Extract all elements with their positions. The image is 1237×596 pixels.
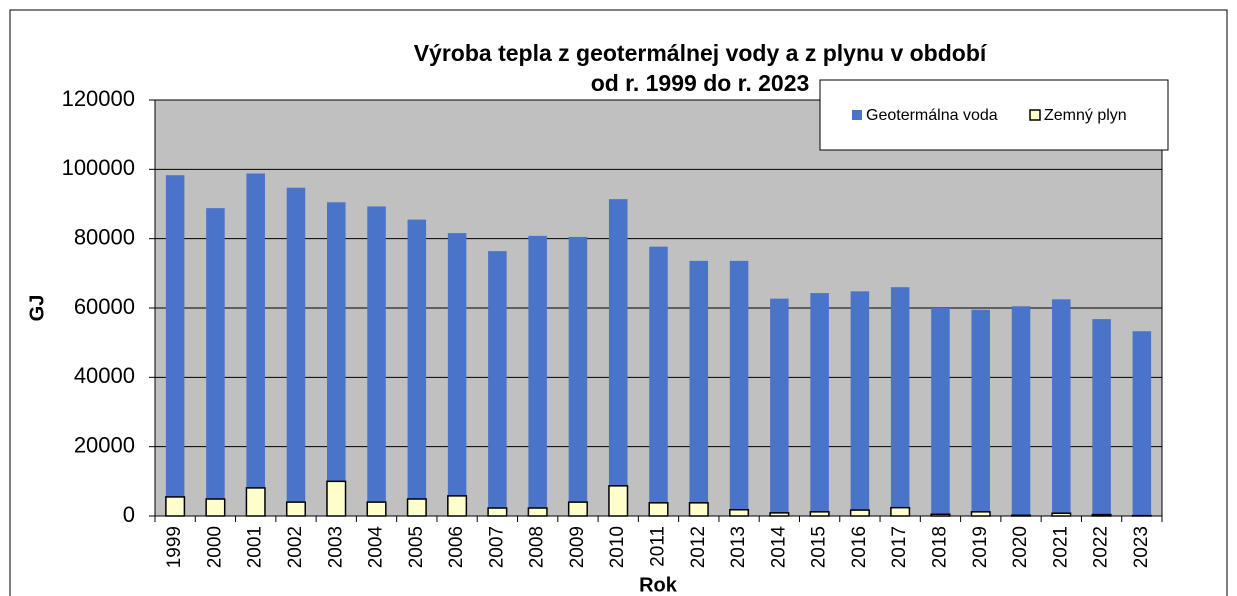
bar [527, 507, 548, 517]
bar [648, 502, 669, 517]
bar [688, 502, 709, 517]
y-tick-label: 120000 [62, 86, 135, 111]
bar [1011, 306, 1031, 516]
x-tick-label: 2003 [325, 526, 346, 568]
bar [970, 511, 991, 517]
bar [488, 251, 507, 516]
bar [367, 206, 386, 516]
x-tick-label: 2009 [567, 526, 588, 568]
x-tick-label: 2022 [1091, 526, 1112, 568]
x-tick-label: 2020 [1010, 526, 1031, 568]
bar [770, 298, 789, 516]
bar [890, 506, 911, 517]
bar [809, 511, 830, 517]
y-tick-label: 80000 [74, 224, 135, 249]
bar [849, 509, 870, 517]
bar [165, 496, 186, 517]
legend-swatch [1029, 109, 1041, 121]
bar [326, 202, 346, 516]
x-tick-label: 2012 [688, 526, 709, 568]
bar [608, 199, 628, 516]
bar [245, 487, 266, 517]
x-tick-label: 2021 [1050, 526, 1071, 568]
bar [890, 287, 910, 516]
bar [689, 260, 709, 516]
bar [1092, 319, 1111, 516]
bar [608, 485, 629, 517]
bar [971, 309, 991, 516]
bar [246, 173, 265, 516]
x-tick-label: 2001 [245, 526, 266, 568]
bar [810, 293, 829, 516]
bar [729, 509, 750, 517]
bar [366, 501, 387, 517]
x-tick-label: 2008 [527, 526, 548, 568]
x-tick-label: 2006 [446, 526, 467, 568]
x-tick-label: 2013 [728, 526, 749, 568]
y-tick-label: 100000 [62, 155, 135, 180]
bar [649, 246, 668, 516]
x-tick-label: 2010 [607, 526, 628, 568]
bar [447, 495, 468, 517]
x-tick-label: 2011 [648, 526, 669, 567]
bar [850, 291, 870, 516]
bar [407, 219, 427, 516]
bar [487, 507, 508, 517]
x-tick-label: 2007 [486, 526, 507, 568]
chart-title: od r. 1999 do r. 2023 [591, 70, 810, 96]
legend-label: Geotermálna voda [866, 107, 998, 124]
bar [931, 308, 950, 516]
x-tick-label: 2018 [929, 526, 950, 568]
legend-box [819, 79, 1169, 151]
chart-title: Výroba tepla z geotermálnej vody a z ply… [414, 40, 988, 66]
bar [729, 260, 749, 516]
x-tick-label: 2016 [849, 526, 870, 568]
x-tick-label: 2019 [970, 526, 991, 568]
x-tick-label: 2002 [285, 526, 306, 568]
y-tick-label: 20000 [74, 432, 135, 457]
x-tick-label: 2004 [366, 526, 387, 569]
bar [568, 236, 588, 516]
bar [528, 235, 547, 517]
legend-label: Zemný plyn [1044, 107, 1127, 124]
bar [447, 233, 467, 516]
bar [1132, 331, 1152, 516]
bar [205, 498, 226, 517]
bar [206, 208, 225, 516]
legend-swatch [852, 110, 862, 120]
bar [406, 498, 427, 517]
y-tick-label: 60000 [74, 294, 135, 319]
x-tick-label: 2023 [1131, 526, 1152, 568]
bar [165, 175, 185, 516]
bar [1052, 299, 1071, 516]
y-axis-label: GJ [26, 295, 48, 322]
bar [326, 480, 347, 517]
x-tick-label: 2014 [768, 526, 789, 569]
bar [286, 187, 306, 516]
bar [285, 501, 306, 517]
x-tick-label: 2005 [406, 526, 427, 568]
x-axis-label: Rok [639, 574, 678, 596]
x-tick-label: 2017 [889, 526, 910, 568]
x-tick-label: 2015 [809, 526, 830, 568]
y-tick-label: 0 [123, 502, 135, 527]
x-tick-label: 1999 [164, 526, 185, 568]
bar [567, 501, 588, 517]
x-tick-label: 2000 [204, 526, 225, 568]
y-tick-label: 40000 [74, 363, 135, 388]
